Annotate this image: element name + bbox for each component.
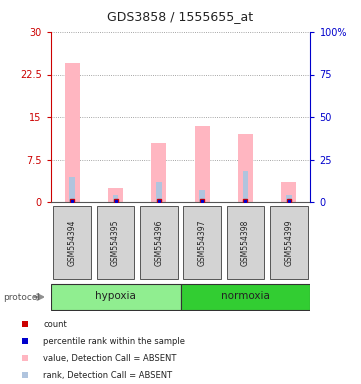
Bar [113,195,118,202]
Bar [243,171,248,202]
FancyBboxPatch shape [180,284,310,310]
Text: count: count [43,320,67,329]
FancyBboxPatch shape [183,206,221,279]
FancyBboxPatch shape [97,206,134,279]
FancyBboxPatch shape [227,206,264,279]
FancyBboxPatch shape [51,284,180,310]
FancyBboxPatch shape [53,206,91,279]
Text: GSM554395: GSM554395 [111,219,120,266]
Bar [156,182,162,202]
Text: GSM554397: GSM554397 [198,219,206,266]
Bar [65,63,80,202]
Text: GSM554394: GSM554394 [68,219,77,266]
Text: GDS3858 / 1555655_at: GDS3858 / 1555655_at [108,10,253,23]
Bar [151,142,166,202]
Text: GSM554396: GSM554396 [155,219,163,266]
FancyBboxPatch shape [140,206,178,279]
Text: normoxia: normoxia [221,291,270,301]
Text: hypoxia: hypoxia [95,291,136,301]
Text: protocol: protocol [4,293,40,301]
Bar [69,177,75,202]
Text: rank, Detection Call = ABSENT: rank, Detection Call = ABSENT [43,371,173,380]
Bar [286,195,292,202]
Text: percentile rank within the sample: percentile rank within the sample [43,337,185,346]
Text: GSM554399: GSM554399 [284,219,293,266]
Bar [238,134,253,202]
Bar [199,190,205,202]
Text: GSM554398: GSM554398 [241,219,250,266]
Bar [281,182,296,202]
Bar [195,126,210,202]
FancyBboxPatch shape [270,206,308,279]
Bar [108,188,123,202]
Text: value, Detection Call = ABSENT: value, Detection Call = ABSENT [43,354,177,363]
